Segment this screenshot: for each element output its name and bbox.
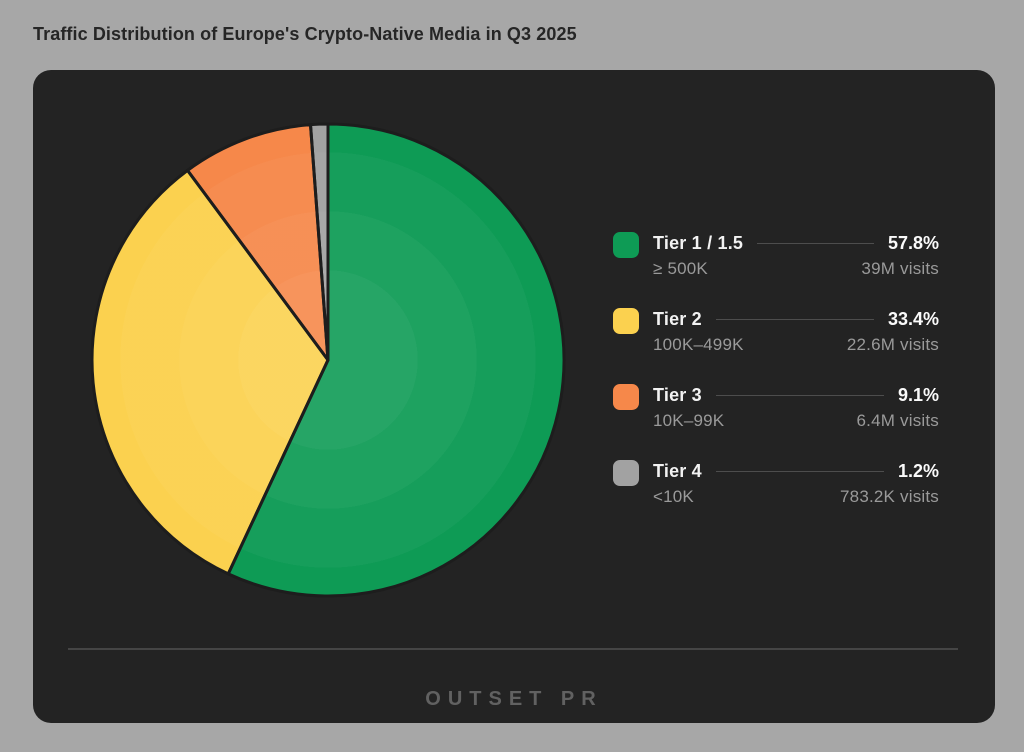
legend-percent-tier-4: 1.2% bbox=[897, 460, 939, 481]
leader-line bbox=[715, 470, 884, 472]
pie-slice-border-3 bbox=[186, 123, 330, 362]
legend-visits-tier-2: 22.6M visits bbox=[846, 335, 939, 354]
legend-swatch-tier-2 bbox=[613, 308, 639, 334]
page-title: Traffic Distribution of Europe's Crypto-… bbox=[33, 24, 577, 44]
pie-chart bbox=[88, 120, 568, 600]
footer-divider bbox=[68, 648, 958, 650]
legend-label-tier-2: Tier 2 bbox=[653, 308, 702, 329]
legend-swatch-tier-3 bbox=[613, 384, 639, 410]
legend: Tier 1 / 1.5 57.8% ≥ 500K 39M visits Tie… bbox=[613, 230, 939, 534]
outset-pr-logo: OUTSET PR bbox=[425, 688, 603, 710]
legend-swatch-tier-1 bbox=[613, 232, 639, 258]
legend-swatch-tier-4 bbox=[613, 460, 639, 486]
pie-chart-svg bbox=[90, 122, 566, 598]
legend-range-tier-4: <10K bbox=[653, 487, 694, 506]
legend-visits-tier-4: 783.2K visits bbox=[840, 487, 939, 506]
leader-line bbox=[715, 394, 884, 396]
leader-line bbox=[715, 318, 874, 320]
legend-percent-tier-2: 33.4% bbox=[887, 308, 939, 329]
legend-range-tier-1: ≥ 500K bbox=[653, 259, 708, 278]
legend-row-tier-1: Tier 1 / 1.5 57.8% ≥ 500K 39M visits bbox=[613, 230, 939, 282]
legend-visits-tier-1: 39M visits bbox=[861, 259, 939, 278]
legend-row-tier-3: Tier 3 9.1% 10K–99K 6.4M visits bbox=[613, 382, 939, 434]
legend-row-tier-2: Tier 2 33.4% 100K–499K 22.6M visits bbox=[613, 306, 939, 358]
legend-percent-tier-3: 9.1% bbox=[897, 384, 939, 405]
legend-row-tier-4: Tier 4 1.2% <10K 783.2K visits bbox=[613, 458, 939, 510]
legend-percent-tier-1: 57.8% bbox=[887, 232, 939, 253]
pie-slice-border-2 bbox=[90, 168, 330, 576]
legend-range-tier-2: 100K–499K bbox=[653, 335, 744, 354]
pie-slice-borders bbox=[90, 122, 566, 598]
legend-label-tier-1: Tier 1 / 1.5 bbox=[653, 232, 744, 253]
pie-slice-border-1 bbox=[226, 122, 566, 598]
leader-line bbox=[757, 242, 874, 244]
legend-visits-tier-3: 6.4M visits bbox=[856, 411, 939, 430]
legend-label-tier-4: Tier 4 bbox=[653, 460, 702, 481]
legend-range-tier-3: 10K–99K bbox=[653, 411, 725, 430]
chart-panel: Tier 1 / 1.5 57.8% ≥ 500K 39M visits Tie… bbox=[33, 70, 995, 723]
legend-label-tier-3: Tier 3 bbox=[653, 384, 702, 405]
pie-slice-border-4 bbox=[308, 122, 330, 362]
